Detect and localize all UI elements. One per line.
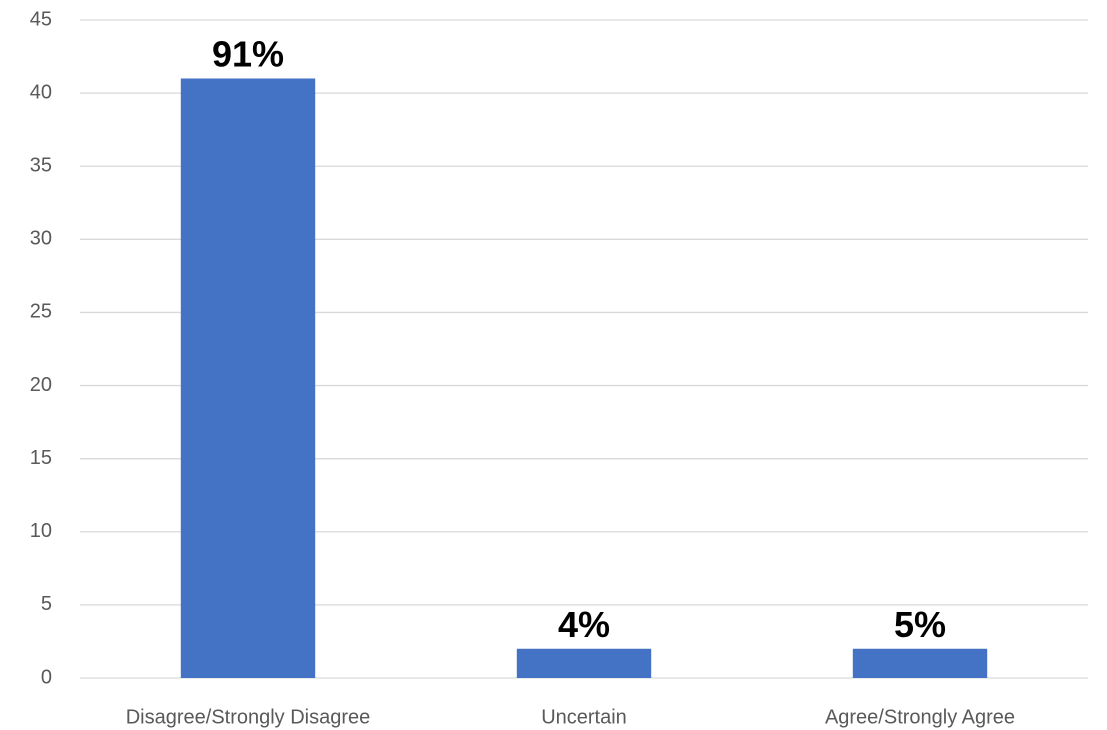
- y-tick-label: 15: [30, 447, 52, 469]
- y-tick-label: 25: [30, 301, 52, 323]
- bar: [852, 648, 988, 678]
- bar: [180, 78, 316, 678]
- data-label: 4%: [558, 604, 610, 645]
- y-tick-label: 40: [30, 81, 52, 103]
- data-label: 5%: [894, 604, 946, 645]
- y-tick-label: 45: [30, 8, 52, 30]
- y-tick-label: 30: [30, 228, 52, 250]
- y-tick-label: 0: [41, 666, 52, 688]
- y-tick-label: 10: [30, 520, 52, 542]
- x-tick-label: Agree/Strongly Agree: [825, 706, 1015, 728]
- x-tick-label: Disagree/Strongly Disagree: [126, 706, 371, 728]
- y-tick-label: 5: [41, 593, 52, 615]
- data-label: 91%: [212, 33, 284, 74]
- x-tick-label: Uncertain: [541, 706, 627, 728]
- y-tick-label: 20: [30, 374, 52, 396]
- bar: [516, 648, 652, 678]
- y-tick-label: 35: [30, 155, 52, 177]
